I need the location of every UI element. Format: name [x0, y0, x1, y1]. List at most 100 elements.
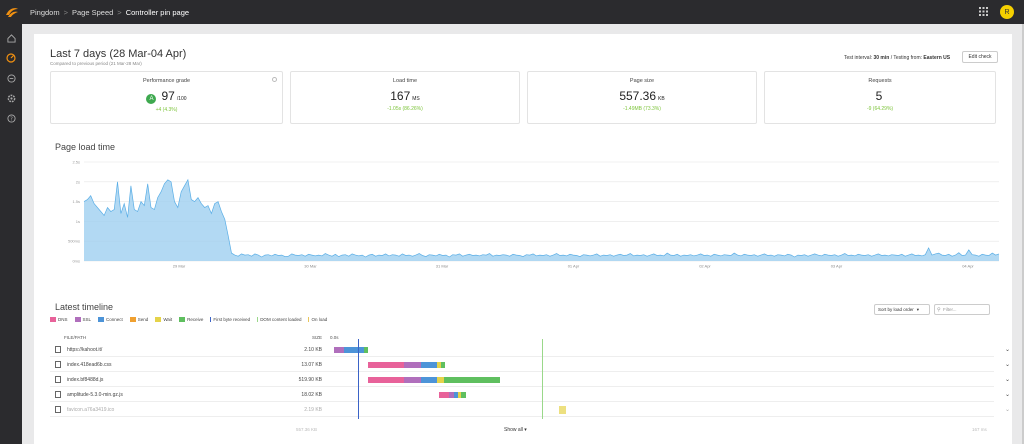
- chevron-down-icon[interactable]: ⌄: [1004, 392, 1010, 398]
- apps-grid-icon[interactable]: [979, 6, 988, 18]
- legend-item: DNS: [50, 317, 68, 323]
- y-tick-label: 1.5s: [72, 199, 80, 204]
- chevron-down-icon[interactable]: ⌄: [1004, 347, 1010, 353]
- timing-bar: [461, 392, 466, 398]
- legend-item: Receive: [179, 317, 203, 323]
- legend-item: Send: [129, 317, 148, 323]
- timing-bar: [404, 362, 421, 368]
- info-icon[interactable]: [272, 77, 277, 82]
- card-unit: MS: [412, 96, 420, 102]
- card-title: Load time: [392, 78, 418, 84]
- legend-item: Connect: [98, 317, 123, 323]
- main-panel: Last 7 days (28 Mar-04 Apr) Compared to …: [34, 34, 1012, 444]
- test-info: Test interval: 30 min / Testing from: Ea…: [844, 55, 951, 61]
- table-row[interactable]: index.418ead6b.css 13.07 KB ⌄: [50, 358, 1010, 372]
- first-byte-marker: [358, 339, 359, 419]
- top-bar: Pingdom > Page Speed > Controller pin pa…: [0, 0, 1024, 24]
- file-icon: [55, 361, 61, 368]
- total-time: 167 ms: [972, 427, 987, 432]
- transaction-icon[interactable]: [0, 68, 22, 88]
- timing-bar: [344, 347, 364, 353]
- x-tick-label: 31 Mar: [436, 264, 449, 269]
- chevron-down-icon[interactable]: ⌄: [1004, 377, 1010, 383]
- help-icon[interactable]: ?: [0, 108, 22, 128]
- card-title: Page size: [629, 78, 655, 84]
- comparison-subtitle: Compared to previous period (21 Mar-28 M…: [50, 61, 142, 66]
- load-time-area: [84, 179, 999, 261]
- breadcrumb-pingdom[interactable]: Pingdom: [30, 7, 60, 17]
- page-load-time-chart: 0ms 500ms 1s 1.5s 2s 2.5s 29 Mar 30 Mar 31 Mar 01…: [68, 160, 1000, 269]
- timing-bar: [559, 406, 566, 414]
- card-title: Requests: [868, 78, 892, 84]
- col-time-zero: 0.0s: [330, 335, 339, 340]
- table-row[interactable]: https://kahoot.it/2.10 KB ⌄: [50, 343, 1010, 357]
- timeline-title: Latest timeline: [55, 302, 114, 312]
- file-path: index.418ead6b.css: [67, 362, 112, 368]
- user-avatar[interactable]: R: [1000, 5, 1014, 19]
- table-row[interactable]: index.bf8488d.js 519.90 KB ⌄: [50, 373, 1010, 387]
- edit-check-button[interactable]: Edit check: [962, 51, 998, 63]
- scrollbar[interactable]: [1022, 24, 1024, 444]
- settings-icon[interactable]: [0, 88, 22, 108]
- chevron-down-icon[interactable]: ⌄: [1004, 362, 1010, 368]
- timing-bar: [421, 362, 437, 368]
- legend-item: SSL: [74, 317, 91, 323]
- card-value: 5: [875, 89, 883, 103]
- file-path: index.bf8488d.js: [67, 377, 104, 383]
- x-tick-label: 01 Apr: [568, 264, 580, 269]
- legend-item: First byte received: [210, 317, 250, 323]
- performance-grade-card: Performance grade A 97/100 +4 (4.3%): [50, 71, 283, 124]
- page-speed-icon[interactable]: [0, 48, 22, 68]
- card-title: Performance grade: [142, 78, 191, 84]
- table-row[interactable]: amplitude-5.3.0-min.gz.js 18.02 KB ⌄: [50, 388, 1010, 402]
- y-tick-label: 2s: [76, 179, 80, 184]
- file-size: 18.02 KB: [301, 392, 322, 398]
- y-tick-label: 0ms: [72, 259, 80, 264]
- breadcrumb-page-speed[interactable]: Page Speed: [72, 7, 114, 17]
- filter-input[interactable]: ⚲ Filter...: [934, 304, 990, 315]
- card-delta: +4 (4.3%): [155, 107, 178, 113]
- file-path: amplitude-5.3.0-min.gz.js: [67, 392, 123, 398]
- timing-bar: [404, 377, 421, 383]
- load-time-card: Load time 167 MS -1.05s (86.26%): [290, 71, 520, 124]
- legend-item: DOM content loaded: [257, 317, 301, 323]
- col-file-path: FILE/PATH: [64, 335, 87, 340]
- timing-bar: [364, 347, 368, 353]
- breadcrumb-separator: >: [63, 7, 68, 17]
- file-icon: [55, 376, 61, 383]
- timing-bar: [454, 392, 458, 398]
- file-icon: [55, 391, 61, 398]
- home-icon[interactable]: [0, 28, 22, 48]
- file-size: 2.19 KB: [304, 407, 322, 413]
- chevron-down-icon[interactable]: ⌄: [1004, 407, 1010, 413]
- sort-select[interactable]: Sort by load order ▾: [874, 304, 930, 315]
- file-size: 519.90 KB: [298, 377, 322, 383]
- breadcrumb-separator: >: [117, 7, 122, 17]
- y-tick-label: 2.5s: [72, 160, 80, 165]
- file-path: favicon.a76a3419.ico: [67, 407, 115, 413]
- card-delta: -1.05s (86.26%): [387, 106, 423, 112]
- breadcrumb-current: Controller pin page: [125, 7, 190, 17]
- card-unit: KB: [658, 96, 665, 102]
- total-size: 557.36 KB: [296, 427, 318, 432]
- sidebar: ?: [0, 24, 22, 444]
- card-delta: -9 (64.29%): [866, 106, 894, 112]
- page-size-card: Page size 557.36 KB -1.49MB (73.3%): [527, 71, 757, 124]
- timeline-legend: DNS SSL Connect Send Wait Receive First byte r…: [50, 317, 327, 323]
- timing-bar: [441, 362, 445, 368]
- file-size: 13.07 KB: [301, 362, 322, 368]
- card-value: 167: [390, 89, 411, 103]
- search-icon: ⚲: [937, 306, 941, 313]
- timing-bar: [439, 392, 449, 398]
- table-row[interactable]: favicon.a76a3419.ico 2.19 KB ⌄: [50, 403, 1010, 417]
- solarwinds-logo-icon[interactable]: [0, 0, 24, 24]
- load-time-line: [83, 178, 1000, 258]
- y-tick-label: 500ms: [68, 239, 80, 244]
- show-all-button[interactable]: Show all ▾: [504, 427, 527, 433]
- svg-text:?: ?: [9, 116, 12, 122]
- x-tick-label: 02 Apr: [699, 264, 711, 269]
- card-value: 97: [161, 89, 175, 103]
- timing-bar: [444, 377, 500, 383]
- timing-bar: [368, 362, 404, 368]
- timing-bar: [368, 377, 404, 383]
